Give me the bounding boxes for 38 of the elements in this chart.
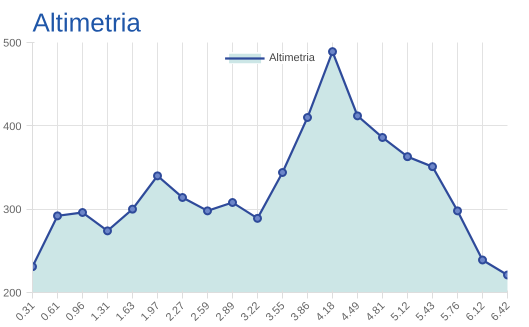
x-tick-label: 0.96 [64,300,88,324]
point [453,206,462,216]
x-tick-label: 3.86 [288,300,312,324]
x-tick-label: 0.31 [14,300,38,324]
x-tick-label: 4.18 [314,300,338,324]
point [278,168,287,177]
point [178,193,187,202]
y-tick-label: 200 [3,288,22,300]
x-tick-label: 6.42 [488,300,512,324]
point [353,111,362,120]
point [403,152,412,162]
point [253,214,262,223]
point [203,206,212,216]
point [53,211,62,220]
point [303,113,312,122]
point [78,208,87,217]
point [328,47,337,56]
y-tick-label: 400 [3,120,22,133]
x-tick-label: 5.12 [388,300,412,324]
x-tick-label: 1.31 [88,300,112,324]
point [103,226,112,236]
x-tick-label: 4.81 [364,300,388,324]
point [128,204,137,214]
x-tick-label: 4.49 [338,300,362,324]
chart-title: Altimetria [32,8,142,38]
x-tick-label: 3.22 [238,300,262,324]
point [428,162,437,172]
point [478,256,487,264]
point [153,171,162,180]
x-tick-label: 5.76 [438,300,462,324]
x-tick-label: 0.61 [38,300,62,324]
x-tick-label: 5.43 [414,300,438,324]
x-tick-label: 6.12 [464,300,488,324]
point [228,198,237,207]
legend-label: Altimetria [269,52,315,64]
point [378,133,387,142]
y-tick-label: 300 [3,204,22,216]
y-tick-label: 500 [3,38,22,50]
